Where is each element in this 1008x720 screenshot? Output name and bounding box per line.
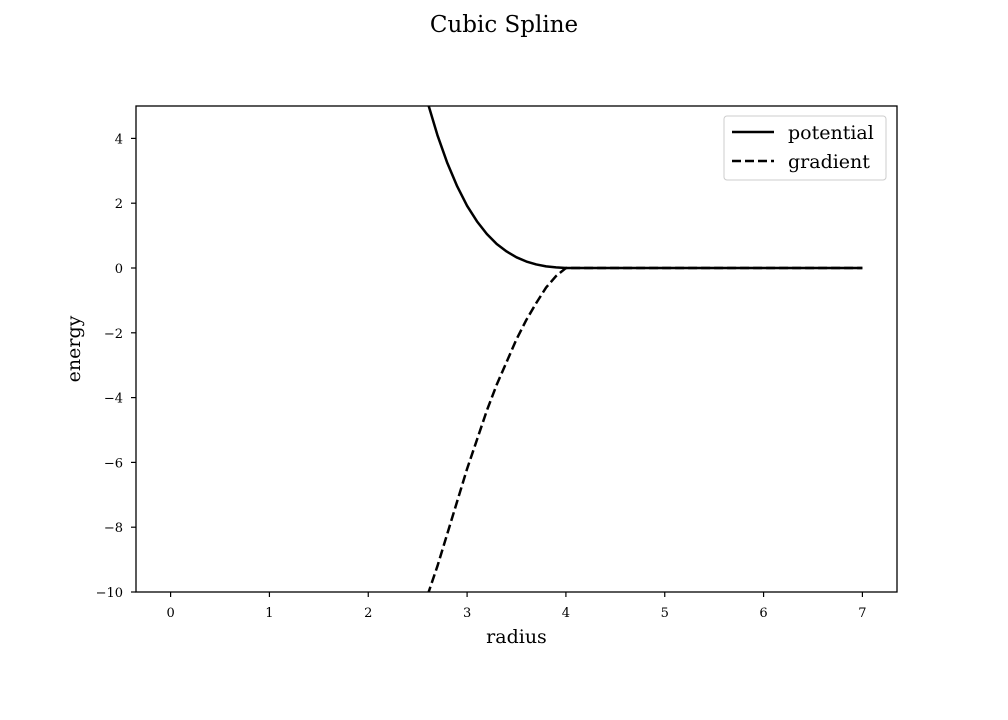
chart-title: Cubic Spline	[430, 12, 578, 38]
x-tick-label: 5	[661, 606, 669, 621]
y-tick-label: −2	[104, 327, 123, 342]
legend: potential gradient	[723, 115, 887, 181]
x-tick-label: 7	[858, 606, 866, 621]
series-line-gradient	[427, 266, 863, 592]
plot-frame	[135, 105, 898, 593]
y-axis-ticks: −10 −8 −6 −4 −2 0 2 4	[96, 132, 136, 601]
y-tick-label: −8	[104, 521, 123, 536]
y-tick-label: 4	[115, 132, 123, 147]
series-layer	[427, 106, 863, 592]
legend-potential-label: potential	[788, 122, 874, 144]
x-axis-ticks: 0 1 2 3 4 5 6 7	[166, 592, 867, 621]
x-axis-label: radius	[486, 626, 547, 648]
series-line-potential	[427, 106, 863, 270]
y-tick-label: 0	[115, 262, 123, 277]
y-tick-label: −6	[104, 456, 123, 471]
x-tick-label: 1	[265, 606, 273, 621]
y-tick-label: −4	[104, 392, 123, 407]
y-axis-label: energy	[63, 315, 85, 382]
x-tick-label: 6	[759, 606, 767, 621]
x-tick-label: 0	[166, 606, 174, 621]
y-tick-label: 2	[115, 197, 123, 212]
legend-gradient-label: gradient	[788, 151, 870, 173]
x-tick-label: 3	[463, 606, 471, 621]
x-tick-label: 4	[562, 606, 570, 621]
x-tick-label: 2	[364, 606, 372, 621]
y-tick-label: −10	[96, 586, 123, 601]
